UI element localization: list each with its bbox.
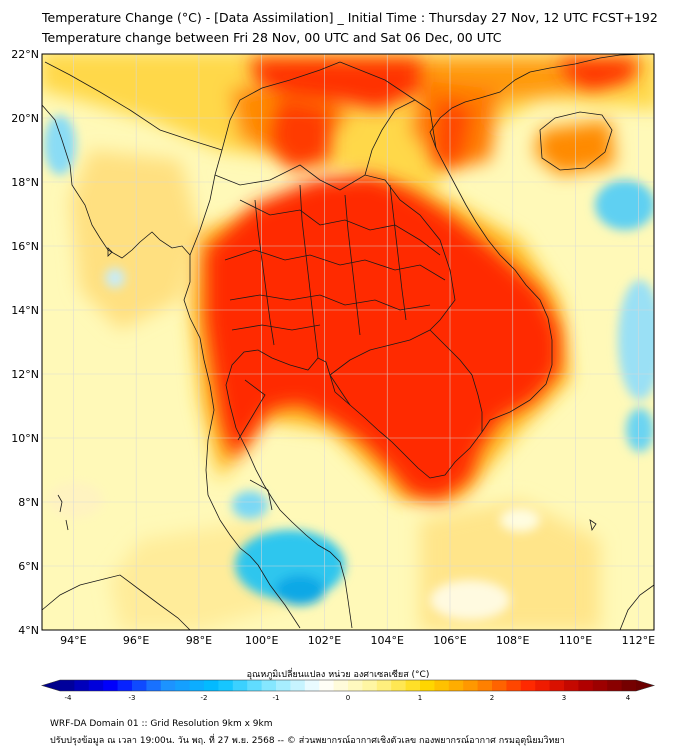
lon-tick-label: 110°E xyxy=(559,634,592,647)
lat-tick-label: 6°N xyxy=(18,560,39,573)
lon-tick-label: 104°E xyxy=(371,634,404,647)
lat-tick-label: 8°N xyxy=(18,496,39,509)
colorbar-segment xyxy=(520,680,536,691)
coastlines-and-borders xyxy=(41,53,655,631)
colorbar-max-arrow xyxy=(636,680,654,691)
longitude-labels: 94°E 96°E 98°E 100°E 102°E 104°E 106°E 108°E 110… xyxy=(60,634,655,647)
colorbar-segment xyxy=(376,680,392,691)
colorbar-segment xyxy=(276,680,291,691)
lat-tick-label: 10°N xyxy=(11,432,39,445)
colorbar-segment xyxy=(204,680,219,691)
colorbar-segment xyxy=(448,680,464,691)
map-subtitle: Temperature change between Fri 28 Nov, 0… xyxy=(42,30,502,45)
colorbar-segment xyxy=(492,680,507,691)
colorbar xyxy=(40,679,656,692)
colorbar-segment xyxy=(189,680,205,691)
colorbar-tick-labels: -4 -3 -2 -1 0 1 2 3 4 xyxy=(65,694,631,702)
colorbar-segment xyxy=(319,680,335,691)
lon-tick-label: 106°E xyxy=(433,634,466,647)
colorbar-segment xyxy=(621,680,637,691)
lat-tick-label: 16°N xyxy=(11,240,39,253)
colorbar-segment xyxy=(60,680,75,691)
temperature-field xyxy=(42,54,654,630)
latitude-labels: 22°N 20°N 18°N 16°N 14°N 12°N 10°N 8°N 6°N 4°N xyxy=(11,48,39,637)
colorbar-segment xyxy=(391,680,407,691)
footer-update-info: ปรับปรุงข้อมูล ณ เวลา 19:00น. วัน พฤ. ที… xyxy=(50,736,565,746)
colorbar-segment xyxy=(160,680,176,691)
colorbar-segment xyxy=(117,680,133,691)
colorbar-segment xyxy=(434,680,450,691)
lat-tick-label: 4°N xyxy=(18,624,39,637)
colorbar-segment xyxy=(218,680,234,691)
colorbar-segment xyxy=(592,680,608,691)
map-title: Temperature Change (°C) - [Data Assimila… xyxy=(42,10,658,25)
colorbar-tick-label: -4 xyxy=(65,694,73,702)
colorbar-segment xyxy=(549,680,565,691)
colorbar-segment xyxy=(578,680,594,691)
lat-tick-label: 22°N xyxy=(11,48,39,61)
lon-tick-label: 108°E xyxy=(496,634,529,647)
lon-tick-label: 112°E xyxy=(622,634,655,647)
lat-tick-label: 20°N xyxy=(11,112,39,125)
colorbar-segment xyxy=(362,680,378,691)
colorbar-tick-label: 0 xyxy=(346,694,350,702)
colorbar-tick-label: -3 xyxy=(129,694,136,702)
colorbar-segment xyxy=(247,680,263,691)
colorbar-tick-label: 1 xyxy=(418,694,422,702)
lon-tick-label: 98°E xyxy=(186,634,212,647)
colorbar-frame xyxy=(40,679,656,692)
lat-tick-label: 18°N xyxy=(11,176,39,189)
colorbar-segment xyxy=(103,680,119,691)
colorbar-segment xyxy=(232,680,248,691)
graticule xyxy=(42,54,654,630)
colorbar-segment xyxy=(348,680,363,691)
colorbar-segment xyxy=(304,680,320,691)
lat-tick-label: 12°N xyxy=(11,368,39,381)
colorbar-tick-label: -1 xyxy=(273,694,280,702)
colorbar-segment xyxy=(132,680,147,691)
colorbar-segment xyxy=(506,680,522,691)
lon-tick-label: 96°E xyxy=(123,634,149,647)
colorbar-label: อุณหภูมิเปลี่ยนแปลง หน่วย องศาเซลเซียส (… xyxy=(246,670,430,680)
map-frame xyxy=(41,53,655,631)
colorbar-segment xyxy=(405,680,421,691)
colorbar-segment xyxy=(261,680,277,691)
colorbar-segment xyxy=(535,680,551,691)
colorbar-segment xyxy=(463,680,479,691)
colorbar-tick-label: -2 xyxy=(201,694,208,702)
colorbar-segment xyxy=(477,680,493,691)
lon-tick-label: 94°E xyxy=(60,634,86,647)
colorbar-tick-label: 2 xyxy=(490,694,494,702)
colorbar-segment xyxy=(607,680,623,691)
colorbar-min-arrow xyxy=(42,680,60,691)
colorbar-segment xyxy=(290,680,306,691)
footer-model-info: WRF-DA Domain 01 :: Grid Resolution 9km … xyxy=(50,719,273,729)
colorbar-tick-label: 4 xyxy=(626,694,631,702)
colorbar-tick-label: 3 xyxy=(562,694,566,702)
colorbar-segment xyxy=(420,680,435,691)
colorbar-segment xyxy=(74,680,90,691)
colorbar-segment xyxy=(146,680,162,691)
lat-tick-label: 14°N xyxy=(11,304,39,317)
lon-tick-label: 102°E xyxy=(308,634,341,647)
colorbar-segment xyxy=(175,680,191,691)
lon-tick-label: 100°E xyxy=(245,634,278,647)
colorbar-segment xyxy=(333,680,349,691)
colorbar-segment xyxy=(564,680,579,691)
colorbar-segment xyxy=(88,680,104,691)
